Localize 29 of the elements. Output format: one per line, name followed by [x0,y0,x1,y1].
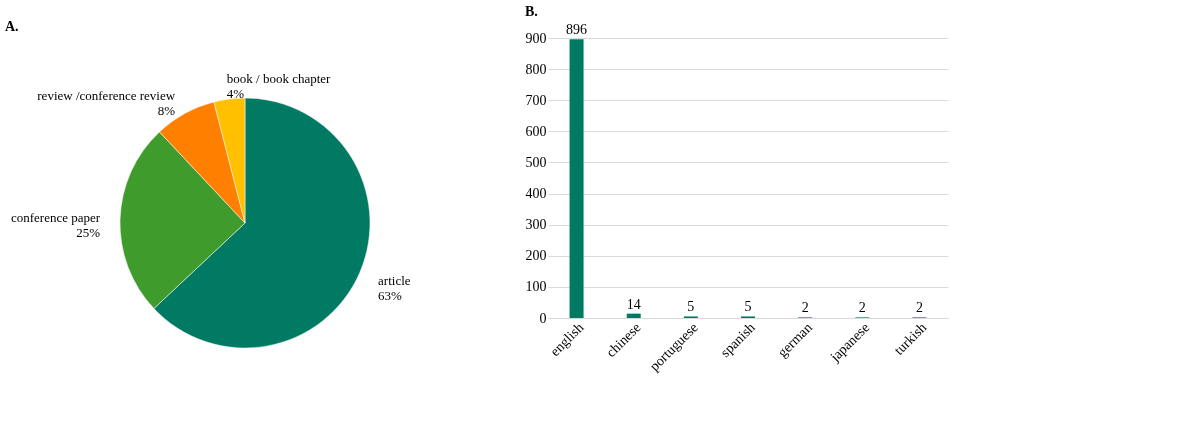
y-tick-label: 100 [525,279,547,295]
data-label: 4% [226,86,245,102]
data-label: 14 [626,296,641,312]
chart-title: B. [525,4,538,20]
data-label: 8% [157,102,176,118]
y-tick-label: 0 [539,310,547,326]
slice-label: book / book chapter [226,71,332,87]
data-label: 2 [915,300,923,316]
data-label: 5 [744,299,752,315]
slice-label: review /conference review [37,87,176,103]
bar [569,39,584,318]
y-tick-label: 400 [525,186,547,202]
chart-title: A. [5,19,19,34]
y-tick-label: 300 [525,217,547,233]
data-label: 63% [378,287,403,303]
data-label: 5 [687,299,695,315]
bar [626,313,641,318]
data-label: 896 [566,22,588,38]
data-label: 25% [76,225,101,241]
y-tick-label: 200 [525,248,547,264]
slice-label: conference paper [10,210,101,226]
y-tick-label: 700 [525,92,547,108]
y-tick-label: 500 [525,154,547,170]
data-label: 2 [858,300,866,316]
slice-label: article [378,272,411,288]
y-tick-label: 800 [525,61,547,77]
y-tick-label: 600 [525,123,547,139]
y-tick-label: 900 [525,30,547,46]
data-label: 2 [801,300,809,316]
